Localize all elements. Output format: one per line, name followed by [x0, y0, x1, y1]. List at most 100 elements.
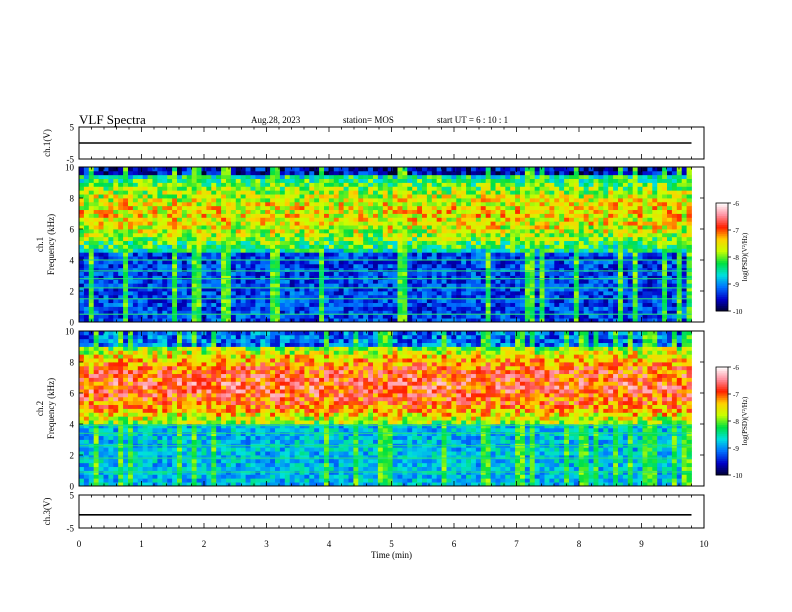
spectrogram-cell	[510, 229, 516, 234]
spectrogram-cell	[113, 236, 119, 242]
spectrogram-cell	[348, 302, 354, 307]
spectrogram-cell	[196, 170, 202, 176]
spectrogram-cell	[88, 260, 95, 265]
spectrogram-cell	[377, 213, 384, 218]
spectrogram-cell	[324, 279, 330, 284]
spectrogram-cell	[539, 201, 545, 207]
spectrogram-cell	[377, 252, 384, 257]
spectrogram-cell	[235, 279, 242, 284]
spectrogram-cell	[446, 217, 452, 222]
spectrogram-cell	[270, 256, 276, 261]
spectrogram-cell	[373, 236, 379, 242]
spectrogram-cell	[573, 198, 580, 203]
spectrogram-cell	[93, 283, 99, 288]
spectrogram-cell	[118, 267, 124, 273]
spectrogram-cell	[382, 271, 389, 276]
spectrogram-cell	[299, 209, 305, 214]
spectrogram-cell	[240, 271, 246, 276]
spectrogram-cell	[235, 310, 242, 315]
spectrogram-cell	[289, 279, 295, 284]
spectrogram-cell	[142, 178, 148, 183]
spectrogram-cell	[446, 310, 452, 315]
spectrogram-cell	[598, 201, 604, 207]
spectrogram-cell	[446, 240, 452, 245]
spectrogram-cell	[196, 271, 202, 276]
spectrogram-cell	[593, 318, 599, 323]
spectrogram-cell	[309, 194, 315, 199]
spectrogram-cell	[588, 209, 594, 214]
spectrogram-cell	[255, 198, 261, 203]
spectrogram-cell	[226, 205, 232, 211]
spectrogram-cell	[569, 314, 575, 319]
spectrogram-cell	[392, 294, 398, 300]
spectrogram-cell	[284, 294, 291, 300]
spectrogram-cell	[534, 217, 540, 222]
spectrogram-cell	[671, 310, 678, 315]
spectrogram-cell	[564, 178, 570, 183]
spectrogram-cell	[177, 201, 183, 207]
spectrogram-cell	[137, 198, 144, 203]
spectrogram-cell	[137, 236, 144, 242]
spectrogram-cell	[676, 174, 683, 180]
spectrogram-cell	[328, 201, 335, 207]
spectrogram-cell	[598, 252, 604, 257]
spectrogram-cell	[211, 279, 217, 284]
spectrogram-cell	[289, 170, 295, 176]
spectrogram-cell	[137, 170, 144, 176]
spectrogram-cell	[618, 283, 624, 288]
spectrogram-cell	[98, 170, 104, 176]
spectrogram-cell	[524, 174, 531, 180]
spectrogram-cell	[275, 244, 281, 249]
spectrogram-cell	[98, 287, 104, 292]
spectrogram-cell	[186, 174, 193, 180]
spectrogram-cell	[500, 225, 506, 230]
spectrogram-cell	[79, 252, 85, 257]
spectrogram-cell	[289, 198, 295, 203]
spectrogram-cell	[240, 167, 246, 172]
spectrogram-cell	[627, 267, 634, 273]
spectrogram-cell	[147, 291, 153, 296]
spectrogram-cell	[657, 190, 663, 195]
spectrogram-cell	[314, 182, 320, 187]
spectrogram-cell	[83, 271, 90, 276]
spectrogram-cell	[422, 298, 428, 304]
spectrogram-cell	[407, 263, 413, 269]
spectrogram-cell	[647, 236, 653, 242]
spectrogram-cell	[255, 236, 261, 242]
spectrogram-cell	[397, 221, 403, 226]
spectrogram-cell	[235, 182, 242, 187]
spectrogram-cell	[211, 225, 217, 230]
spectrogram-cell	[637, 263, 643, 269]
spectrogram-cell	[338, 190, 344, 195]
spectrogram-cell	[284, 194, 291, 199]
spectrogram-cell	[578, 209, 585, 214]
spectrogram-cell	[328, 186, 335, 191]
spectrogram-cell	[201, 170, 207, 176]
spectrogram-cell	[510, 314, 516, 319]
spectrogram-cell	[627, 178, 634, 183]
spectrogram-cell	[250, 314, 256, 319]
spectrogram-cell	[588, 271, 594, 276]
spectrogram-cell	[588, 275, 594, 280]
spectrogram-cell	[657, 283, 663, 288]
spectrogram-cell	[88, 236, 95, 242]
spectrogram-cell	[363, 263, 369, 269]
spectrogram-cell	[294, 248, 300, 253]
spectrogram-cell	[539, 291, 545, 296]
spectrogram-cell	[441, 221, 447, 226]
spectrogram-cell	[422, 260, 428, 265]
spectrogram-cell	[181, 190, 188, 195]
spectrogram-cell	[515, 240, 521, 245]
spectrogram-cell	[407, 260, 413, 265]
spectrogram-cell	[289, 287, 295, 292]
spectrogram-cell	[637, 232, 643, 238]
spectrogram-cell	[436, 244, 442, 249]
spectrogram-cell	[466, 256, 472, 261]
spectrogram-cell	[343, 167, 349, 172]
spectrogram-cell	[83, 167, 90, 172]
spectrogram-cell	[191, 256, 197, 261]
spectrogram-cell	[368, 306, 374, 311]
spectrogram-cell	[201, 260, 207, 265]
spectrogram-cell	[118, 186, 124, 191]
spectrogram-cell	[456, 267, 462, 273]
